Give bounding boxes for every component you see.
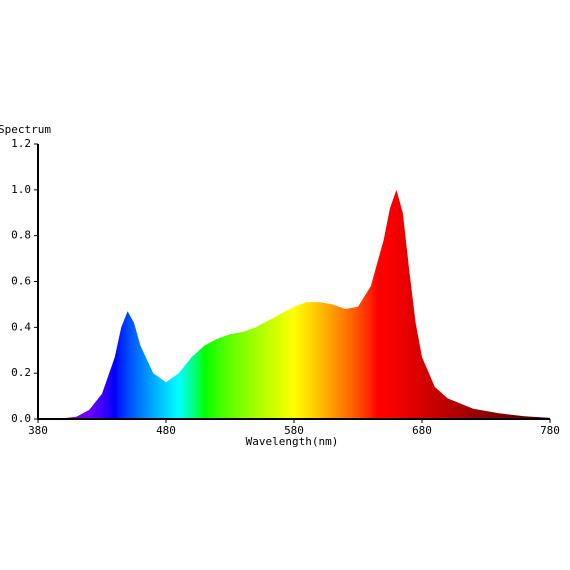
x-tick-label: 680	[412, 424, 432, 437]
x-tick-label: 580	[284, 424, 304, 437]
y-tick-label: 0.0	[11, 412, 31, 425]
y-tick-label: 0.2	[11, 366, 31, 379]
y-tick-label: 0.4	[11, 320, 31, 333]
y-tick-label: 0.8	[11, 229, 31, 242]
spectrum-area	[38, 189, 550, 419]
x-tick-label: 480	[156, 424, 176, 437]
x-tick-label: 780	[540, 424, 560, 437]
x-axis-label: Wavelength(nm)	[246, 435, 339, 448]
chart-title: Spectrum	[0, 123, 51, 136]
y-tick-label: 1.2	[11, 137, 31, 150]
y-tick-label: 1.0	[11, 183, 31, 196]
x-tick-label: 380	[28, 424, 48, 437]
y-tick-label: 0.6	[11, 275, 31, 288]
